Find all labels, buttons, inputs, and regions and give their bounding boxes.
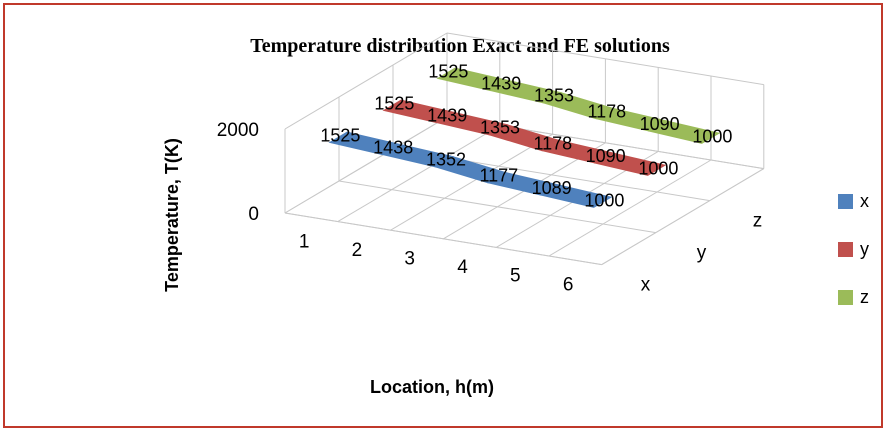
back-wall-gridline — [446, 32, 764, 86]
side-wall-gridline — [284, 32, 448, 130]
data-label: 1000 — [692, 126, 732, 146]
x-tick-label: 1 — [299, 231, 310, 252]
x-tick-label: 3 — [404, 249, 415, 270]
axis-ticks: 1 2 3 4 5 6 x y z 0 2000 — [217, 120, 763, 296]
series-z-segment — [647, 120, 721, 144]
data-label: 1525 — [428, 61, 468, 81]
legend-label-y: y — [860, 239, 869, 259]
legend: x y z — [838, 191, 869, 307]
floor-gridline — [338, 180, 656, 234]
data-label: 1525 — [374, 93, 414, 113]
y-axis-title: Temperature, T(K) — [162, 138, 182, 292]
depth-tick-label: y — [697, 243, 707, 264]
data-label: 1177 — [479, 166, 518, 186]
x-axis-title: Location, h(m) — [370, 377, 494, 397]
data-label: 1353 — [534, 86, 574, 106]
data-label: 1352 — [426, 150, 466, 170]
chart-frame — [3, 3, 883, 428]
data-label: 1439 — [427, 105, 467, 125]
data-label: 1089 — [532, 178, 572, 198]
series-x-segment — [539, 184, 613, 208]
depth-axis-line — [601, 168, 765, 266]
data-label: 1178 — [533, 134, 572, 154]
series-y-segment — [593, 152, 667, 176]
legend-label-x: x — [860, 191, 869, 211]
data-label: 1353 — [480, 118, 520, 138]
depth-tick-label: z — [753, 211, 763, 232]
data-label: 1178 — [587, 102, 626, 122]
data-label: 1525 — [320, 125, 360, 145]
x-tick-label: 4 — [457, 257, 468, 278]
data-label: 1090 — [586, 146, 626, 166]
side-wall-gridline — [284, 116, 448, 214]
x-tick-label: 2 — [352, 240, 363, 261]
data-label: 1090 — [640, 114, 680, 134]
data-label: 1000 — [584, 190, 624, 210]
category-axis-line — [284, 212, 602, 266]
series-ribbons — [328, 67, 721, 208]
z-tick-label: 0 — [248, 204, 259, 225]
z-tick-label: 2000 — [217, 120, 259, 141]
data-label: 1000 — [638, 158, 678, 178]
chart-title: Temperature distribution Exact and FE so… — [250, 35, 670, 57]
data-label: 1438 — [373, 138, 413, 158]
legend-swatch-x — [838, 194, 853, 209]
x-tick-label: 6 — [563, 274, 574, 295]
floor-gridline — [337, 125, 501, 223]
floor-gridline — [390, 133, 553, 231]
depth-tick-label: x — [641, 275, 651, 296]
legend-swatch-y — [838, 242, 853, 257]
data-labels: 1525 1439 1353 1178 1090 1000 1525 1439 1353 1178… — [320, 61, 732, 210]
data-label: 1439 — [481, 73, 521, 93]
legend-label-z: z — [860, 287, 869, 307]
legend-swatch-z — [838, 290, 853, 305]
x-tick-label: 5 — [510, 266, 521, 287]
floor-gridline — [548, 159, 712, 257]
